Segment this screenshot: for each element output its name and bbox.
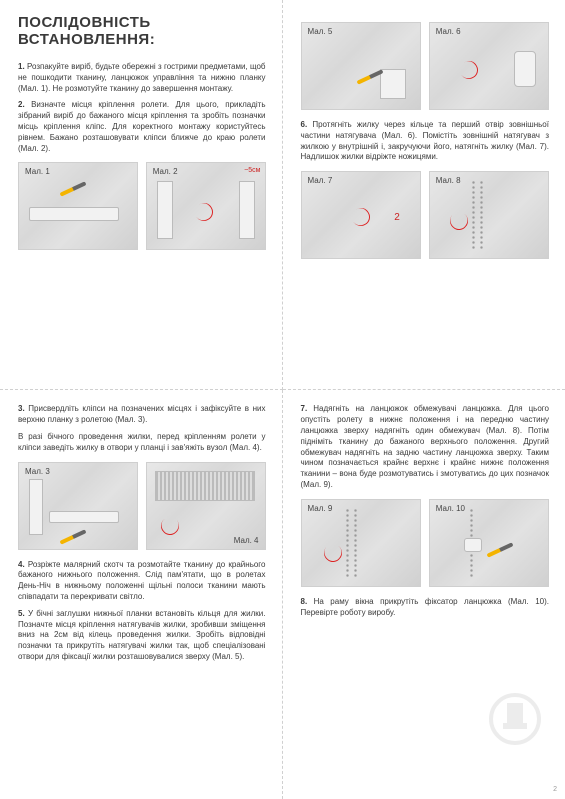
step-3-text: Присвердліть кліпси на позначених місцях… xyxy=(18,404,266,424)
figure-4: Мал. 4 xyxy=(146,462,266,550)
figure-7: Мал. 7 2 xyxy=(301,171,421,259)
frame-icon xyxy=(29,479,43,535)
step-7-num: 7. xyxy=(301,404,308,413)
fabric-roll-icon xyxy=(155,471,255,501)
chain-icon xyxy=(472,180,475,250)
step-1: 1. Розпакуйте виріб, будьте обережні з г… xyxy=(18,62,266,94)
step-3: 3. Присвердліть кліпси на позначених міс… xyxy=(18,404,266,426)
arrow-icon xyxy=(157,513,182,538)
tensioner-icon xyxy=(380,69,406,99)
step-3-num: 3. xyxy=(18,404,25,413)
quadrant-bottom-left: 3. Присвердліть кліпси на позначених міс… xyxy=(0,390,283,799)
fig-row-3-4: Мал. 3 Мал. 4 xyxy=(18,462,266,550)
step-1-text: Розпакуйте виріб, будьте обережні з гост… xyxy=(18,62,266,93)
step-4: 4. Розріжте малярний скотч та розмотайте… xyxy=(18,560,266,603)
step-4-text: Розріжте малярний скотч та розмотайте тк… xyxy=(18,560,266,601)
step-1-num: 1. xyxy=(18,62,25,71)
figure-6: Мал. 6 xyxy=(429,22,549,110)
chain-fixer-icon xyxy=(464,538,482,552)
figure-2: Мал. 2 ~5см xyxy=(146,162,266,250)
tensioner-outer-icon xyxy=(514,51,536,87)
quadrant-bottom-right: 7. Надягніть на ланцюжок обмежувачі ланц… xyxy=(283,390,565,799)
figure-9: Мал. 9 xyxy=(301,499,421,587)
step-7-text: Надягніть на ланцюжок обмежувачі ланцюжк… xyxy=(301,404,550,489)
figure-10: Мал. 10 xyxy=(429,499,549,587)
arrow-icon xyxy=(456,58,481,83)
frame-right-icon xyxy=(239,181,255,239)
fig-row-5-6: Мал. 5 Мал. 6 xyxy=(301,22,550,110)
figure-7-label: Мал. 7 xyxy=(308,176,333,185)
page-title: ПОСЛІДОВНІСТЬ ВСТАНОВЛЕННЯ: xyxy=(18,14,266,48)
step-2: 2. Визначте місця кріплення ролети. Для … xyxy=(18,100,266,154)
frame-left-icon xyxy=(157,181,173,239)
step-2-text: Визначте місця кріплення ролети. Для цьо… xyxy=(18,100,266,152)
figure-3: Мал. 3 xyxy=(18,462,138,550)
fig-row-7-8: Мал. 7 2 Мал. 8 xyxy=(301,171,550,259)
figure-5-label: Мал. 5 xyxy=(308,27,333,36)
arrow-icon xyxy=(446,209,471,234)
fig-row-9-10: Мал. 9 Мал. 10 xyxy=(301,499,550,587)
tube-icon xyxy=(49,511,119,523)
screwdriver-icon xyxy=(59,529,86,544)
step-6-num: 6. xyxy=(301,120,308,129)
figure-8-label: Мал. 8 xyxy=(436,176,461,185)
figure-10-label: Мал. 10 xyxy=(436,504,465,513)
step-4-num: 4. xyxy=(18,560,25,569)
figure-2-label: Мал. 2 xyxy=(153,167,178,176)
figure-2-dim: ~5см xyxy=(244,167,260,174)
parts-icon xyxy=(59,182,86,197)
screwdriver-icon xyxy=(486,542,513,557)
step-3b: В разі бічного проведення жилки, перед к… xyxy=(18,432,266,454)
arrow-icon xyxy=(191,200,216,225)
figure-4-label: Мал. 4 xyxy=(234,536,259,545)
chain-icon xyxy=(354,508,357,578)
step-5: 5. У бічні заглушки нижньої планки встан… xyxy=(18,609,266,663)
page-number: 2 xyxy=(553,786,557,793)
quadrant-top-left: ПОСЛІДОВНІСТЬ ВСТАНОВЛЕННЯ: 1. Розпакуйт… xyxy=(0,0,283,390)
figure-8: Мал. 8 xyxy=(429,171,549,259)
step-2-num: 2. xyxy=(18,100,25,109)
figure-9-label: Мал. 9 xyxy=(308,504,333,513)
step-8-num: 8. xyxy=(301,597,308,606)
chain-icon xyxy=(480,180,483,250)
instruction-page: ПОСЛІДОВНІСТЬ ВСТАНОВЛЕННЯ: 1. Розпакуйт… xyxy=(0,0,565,799)
chain-icon xyxy=(346,508,349,578)
step-5-num: 5. xyxy=(18,609,25,618)
step-7: 7. Надягніть на ланцюжок обмежувачі ланц… xyxy=(301,404,550,490)
step-8-text: На раму вікна прикрутіть фіксатор ланцюж… xyxy=(301,597,550,617)
watermark-icon xyxy=(485,689,545,749)
figure-1: Мал. 1 xyxy=(18,162,138,250)
figure-5: Мал. 5 xyxy=(301,22,421,110)
fig-row-1-2: Мал. 1 Мал. 2 ~5см xyxy=(18,162,266,250)
arrow-icon xyxy=(320,540,345,565)
step-5-text: У бічні заглушки нижньої планки встанові… xyxy=(18,609,266,661)
step-6: 6. Протягніть жилку через кільце та перш… xyxy=(301,120,550,163)
step-8: 8. На раму вікна прикрутіть фіксатор лан… xyxy=(301,597,550,619)
step-6-text: Протягніть жилку через кільце та перший … xyxy=(301,120,550,161)
quadrant-top-right: Мал. 5 Мал. 6 6. Протягніть жилку через … xyxy=(283,0,565,390)
arrow-icon xyxy=(348,205,373,230)
figure-1-label: Мал. 1 xyxy=(25,167,50,176)
figure-3-label: Мал. 3 xyxy=(25,467,50,476)
roller-tube-icon xyxy=(29,207,119,221)
figure-6-label: Мал. 6 xyxy=(436,27,461,36)
